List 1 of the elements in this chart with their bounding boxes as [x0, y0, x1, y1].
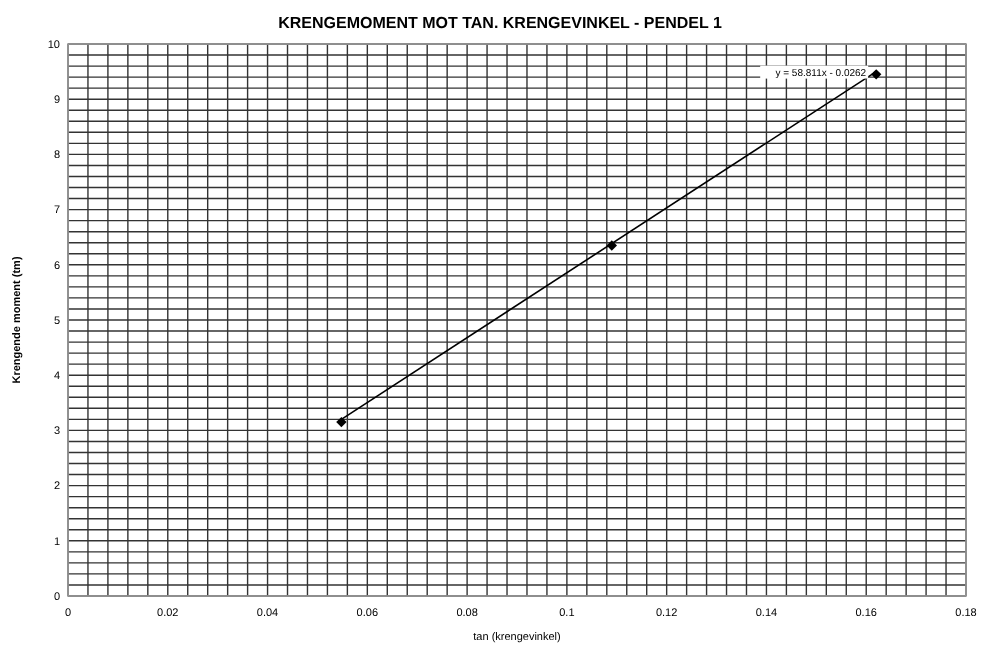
chart-title: KRENGEMOMENT MOT TAN. KRENGEVINKEL - PENDEL 1	[278, 14, 723, 32]
